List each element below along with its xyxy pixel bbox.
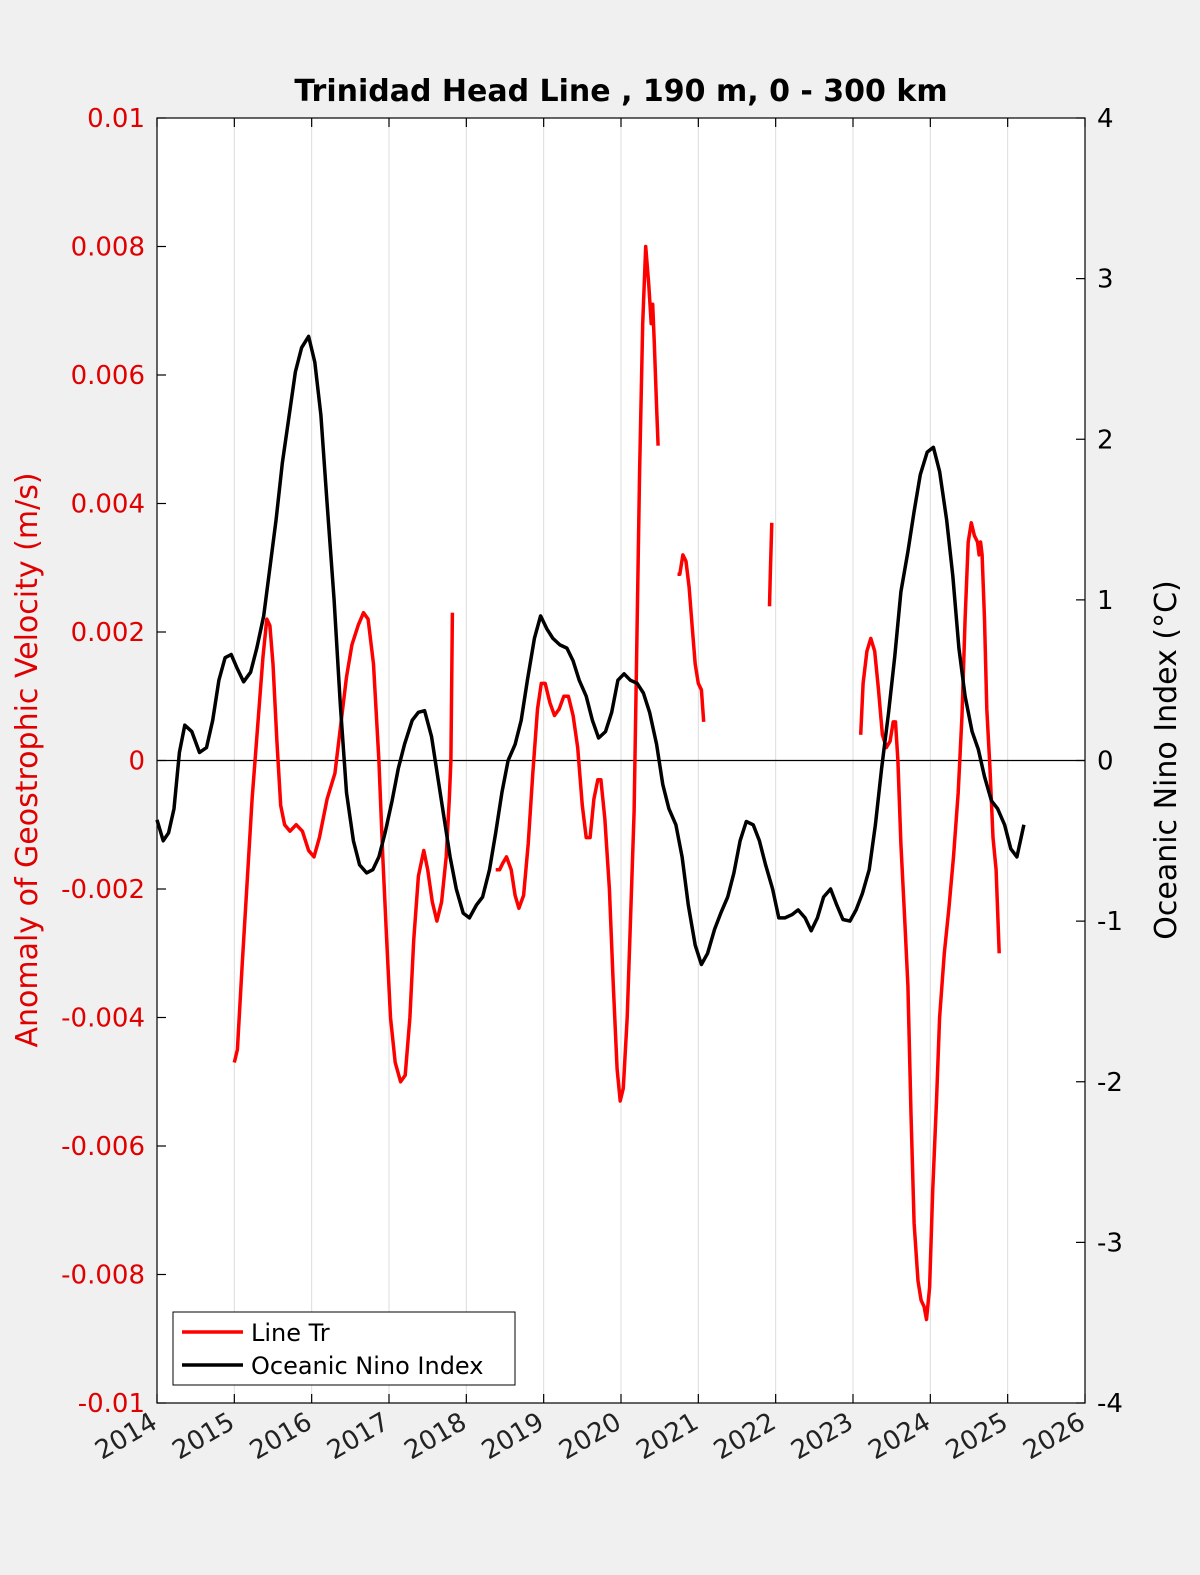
- chart-title: Trinidad Head Line , 190 m, 0 - 300 km: [294, 74, 947, 109]
- left-axis-label: Anomaly of Geostrophic Velocity (m/s): [10, 472, 45, 1047]
- line-tr-series-segment: [858, 521, 1001, 1322]
- y-left-tick-label: 0.002: [71, 618, 145, 648]
- y-left-tick-label: 0.004: [71, 490, 145, 520]
- line-tr-series-segment: [767, 522, 774, 607]
- x-tick-label: 2021: [632, 1407, 704, 1466]
- x-tick-label: 2022: [709, 1407, 781, 1466]
- x-tick-label: 2019: [477, 1407, 549, 1466]
- y-right-tick-label: 0: [1097, 747, 1114, 777]
- y-right-tick-label: -4: [1097, 1389, 1123, 1419]
- y-right-tick-label: 2: [1097, 425, 1114, 455]
- x-tick-label: 2016: [245, 1407, 317, 1466]
- y-left-tick-label: -0.002: [61, 875, 145, 905]
- y-right-tick-label: 1: [1097, 586, 1114, 616]
- series-layer: [155, 244, 1026, 1322]
- y-left-tick-label: -0.008: [61, 1261, 145, 1291]
- y-left-tick-label: -0.004: [61, 1004, 145, 1034]
- y-right-tick-label: -3: [1097, 1228, 1123, 1258]
- legend-label-oni: Oceanic Nino Index: [251, 1352, 483, 1380]
- oni-series-line: [155, 334, 1026, 967]
- y-right-tick-label: -2: [1097, 1068, 1123, 1098]
- y-left-tick-label: 0.008: [71, 233, 145, 263]
- x-tick-label: 2025: [941, 1407, 1013, 1466]
- y-right-tick-label: -1: [1097, 907, 1123, 937]
- y-left-tick-label: 0: [128, 747, 145, 777]
- right-axis-label: Oceanic Nino Index (°C): [1149, 580, 1184, 940]
- x-tick-label: 2020: [554, 1407, 626, 1466]
- line-tr-series-segment: [495, 244, 660, 1103]
- legend-label-line-tr: Line Tr: [251, 1319, 330, 1347]
- y-right-tick-label: 4: [1097, 104, 1114, 134]
- x-tick-label: 2026: [1018, 1407, 1090, 1466]
- y-left-tick-label: 0.006: [71, 361, 145, 391]
- legend: Line Tr Oceanic Nino Index: [172, 1311, 516, 1386]
- x-tick-label: 2017: [322, 1407, 394, 1466]
- x-tick-label: 2018: [400, 1407, 472, 1466]
- x-tick-label: 2015: [168, 1407, 240, 1466]
- y-left-tick-label: -0.006: [61, 1132, 145, 1162]
- x-tick-label: 2024: [864, 1407, 936, 1466]
- y-right-tick-label: 3: [1097, 265, 1114, 295]
- line-tr-series-segment: [232, 610, 455, 1084]
- x-tick-label: 2023: [786, 1407, 858, 1466]
- line-tr-series-segment: [677, 553, 706, 723]
- y-left-tick-label: 0.01: [87, 104, 145, 134]
- legend-box: [172, 1311, 516, 1386]
- y-left-tick-label: -0.01: [78, 1389, 145, 1419]
